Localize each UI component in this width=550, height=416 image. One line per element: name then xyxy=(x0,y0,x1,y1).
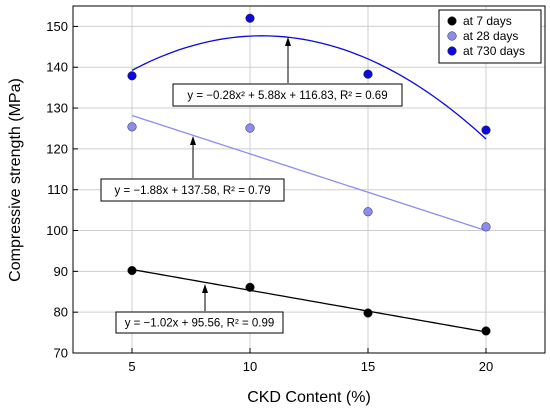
arrowhead-28 xyxy=(190,136,196,145)
x-axis-title: CKD Content (%) xyxy=(247,389,371,406)
data-point-series-2 xyxy=(481,125,491,135)
arrowhead-730 xyxy=(285,37,291,46)
y-axis-title: Compressive strength (MPa) xyxy=(7,78,24,282)
equation-7: y = −1.02x + 95.56, R² = 0.99 xyxy=(125,318,275,330)
legend-label-series-2: at 730 days xyxy=(463,44,525,58)
data-point-series-2 xyxy=(127,71,137,81)
y-tick-label: 110 xyxy=(47,182,68,197)
trend-lines xyxy=(131,35,487,333)
legend-marker-series-1 xyxy=(447,31,457,41)
y-tick-label: 70 xyxy=(54,346,68,361)
trend-line-series-1 xyxy=(131,114,487,232)
data-points xyxy=(127,13,491,336)
equation-box-7: y = −1.02x + 95.56, R² = 0.99 xyxy=(115,311,284,334)
y-tick-label: 130 xyxy=(46,101,68,116)
equation-730: y = −0.28x² + 5.88x + 116.83, R² = 0.69 xyxy=(187,90,387,102)
axis-ticks: 5 10 15 20 70 80 90 100 110 120 130 140 150 xyxy=(46,19,493,374)
trend-line-series-2 xyxy=(131,35,487,140)
x-tick-label: 20 xyxy=(479,359,493,374)
data-point-series-1 xyxy=(363,207,373,217)
equation-box-730: y = −0.28x² + 5.88x + 116.83, R² = 0.69 xyxy=(172,83,403,107)
x-tick-label: 15 xyxy=(361,359,375,374)
equation-box-28-frame xyxy=(100,178,285,202)
data-point-series-0 xyxy=(245,282,255,292)
arrowhead-7 xyxy=(202,284,208,293)
y-tick-label: 80 xyxy=(54,305,68,320)
y-tick-label: 90 xyxy=(54,264,68,279)
x-tick-label: 10 xyxy=(243,359,257,374)
y-tick-label: 150 xyxy=(46,19,68,34)
data-point-series-0 xyxy=(481,326,491,336)
equation-box-7-frame xyxy=(115,311,284,334)
annotation-arrows xyxy=(190,37,291,311)
y-tick-label: 140 xyxy=(46,60,68,75)
y-tick-label: 120 xyxy=(46,141,68,156)
trend-line-series-0 xyxy=(131,268,487,333)
x-tick-label: 5 xyxy=(128,359,135,374)
legend-marker-series-2 xyxy=(447,46,457,56)
data-point-series-1 xyxy=(127,122,137,132)
legend-label-series-0: at 7 days xyxy=(463,14,512,28)
equation-28: y = −1.88x + 137.58, R² = 0.79 xyxy=(115,185,271,197)
y-tick-label: 100 xyxy=(46,223,68,238)
data-point-series-2 xyxy=(245,13,255,23)
data-point-series-1 xyxy=(481,222,491,232)
data-point-series-0 xyxy=(363,308,373,318)
data-point-series-0 xyxy=(127,265,137,276)
equation-box-730-frame xyxy=(172,83,403,107)
equation-box-28: y = −1.88x + 137.58, R² = 0.79 xyxy=(100,178,285,202)
plot-frame xyxy=(72,5,546,354)
legend-marker-series-0 xyxy=(447,16,457,26)
data-point-series-1 xyxy=(245,123,255,133)
data-point-series-2 xyxy=(363,69,373,79)
legend-label-series-1: at 28 days xyxy=(463,29,518,43)
